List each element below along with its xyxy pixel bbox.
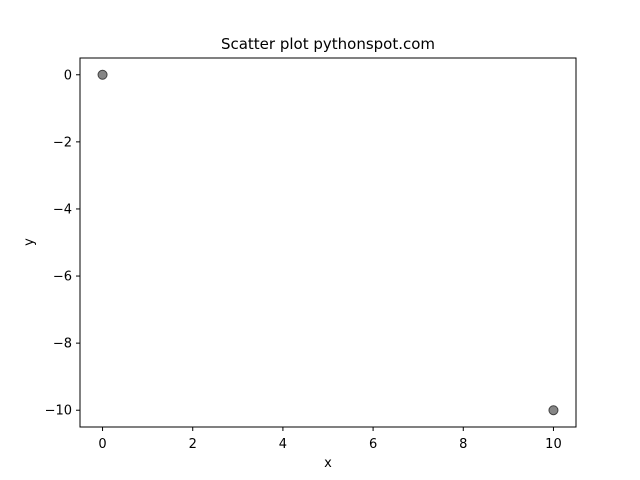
scatter-point bbox=[97, 69, 108, 80]
x-tick-label: 4 bbox=[279, 437, 287, 452]
y-tick-label: 0 bbox=[64, 68, 72, 83]
x-tick-label: 8 bbox=[459, 437, 467, 452]
y-tick-label: −10 bbox=[45, 404, 72, 419]
y-tick-label: −6 bbox=[53, 270, 72, 285]
x-axis-label: x bbox=[324, 456, 332, 471]
y-tick-label: −2 bbox=[53, 135, 72, 150]
y-axis-ticks: 0 −2 −4 −6 −8 −10 bbox=[45, 68, 80, 419]
axes-frame bbox=[79, 57, 577, 428]
chart-title: Scatter plot pythonspot.com bbox=[221, 35, 435, 53]
data-points bbox=[97, 69, 559, 416]
y-axis-label: y bbox=[22, 238, 37, 246]
scatter-point bbox=[548, 405, 559, 416]
plot-area bbox=[79, 57, 577, 428]
x-tick-label: 0 bbox=[98, 437, 106, 452]
x-tick-label: 6 bbox=[369, 437, 377, 452]
x-tick-label: 2 bbox=[189, 437, 197, 452]
x-axis-ticks: 0 2 4 6 8 10 bbox=[98, 427, 562, 452]
y-tick-label: −8 bbox=[53, 337, 72, 352]
x-tick-label: 10 bbox=[545, 437, 562, 452]
y-tick-label: −4 bbox=[53, 202, 72, 217]
